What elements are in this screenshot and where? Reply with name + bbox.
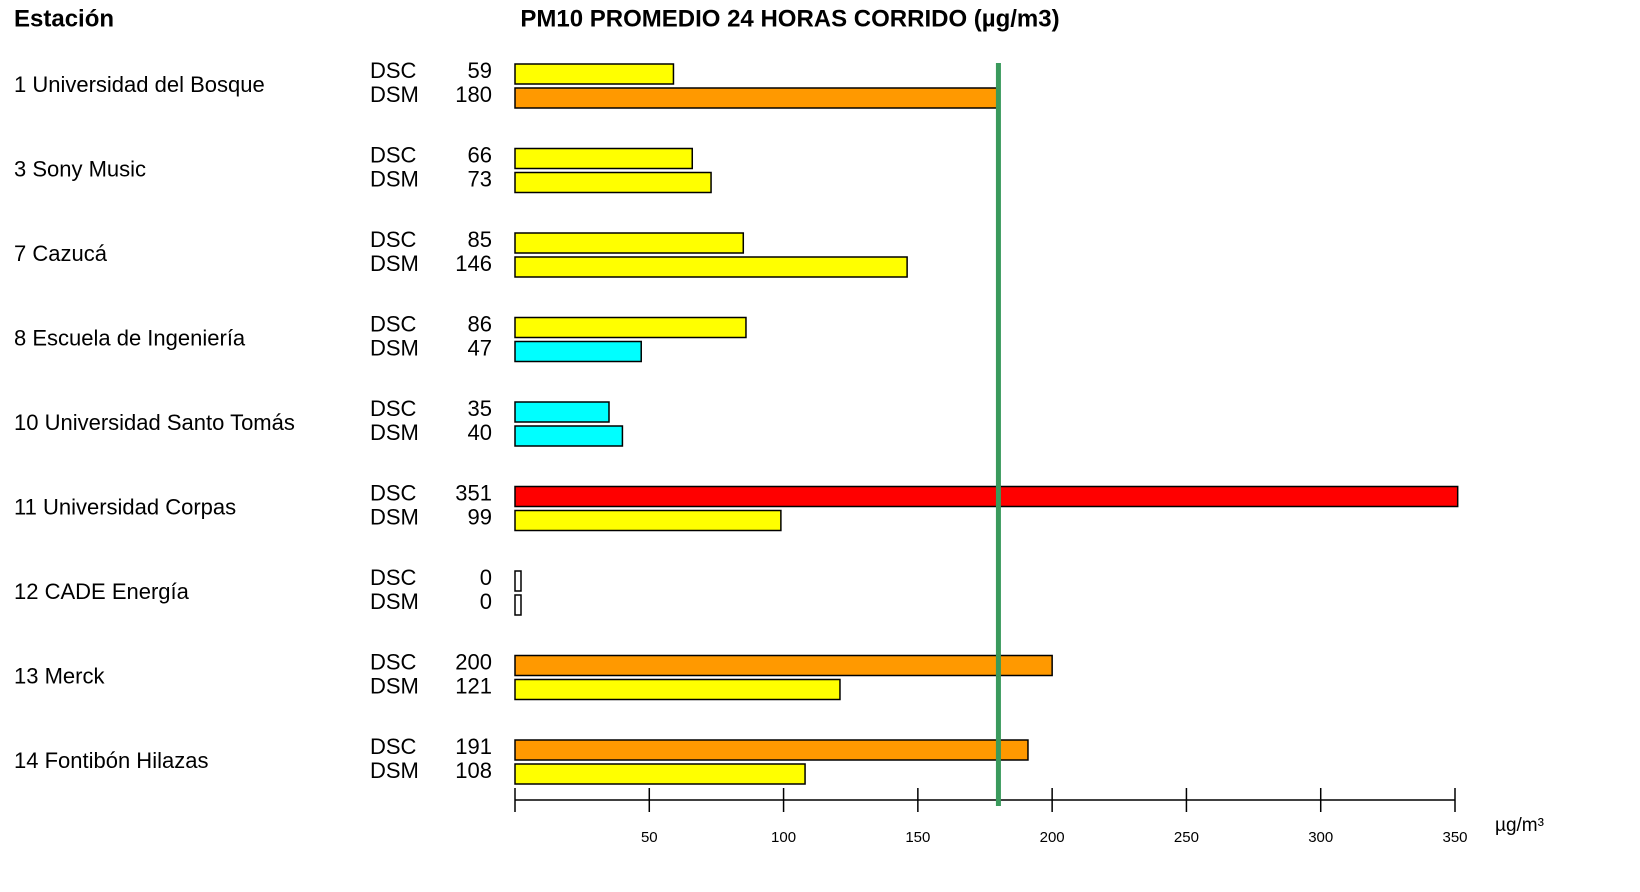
value-label: 40 (468, 420, 492, 445)
bar (514, 316, 747, 339)
series-label: DSC (370, 396, 417, 421)
bar (514, 401, 610, 423)
series-label: DSM (370, 166, 419, 191)
series-label: DSC (370, 311, 417, 336)
value-label: 59 (468, 58, 492, 83)
value-label: 85 (468, 227, 492, 252)
bar (514, 739, 1029, 761)
station-label: 3 Sony Music (14, 156, 146, 181)
bar (514, 678, 841, 701)
series-label: DSC (370, 142, 417, 167)
value-label: 351 (455, 480, 492, 505)
bar (514, 570, 522, 592)
bar (514, 256, 908, 278)
bar (514, 87, 1000, 109)
bar (514, 340, 642, 363)
header: Estación (14, 5, 114, 32)
x-tick-label: 200 (1040, 829, 1065, 846)
value-label: 180 (455, 82, 492, 107)
bar (514, 509, 782, 532)
x-unit: µg/m³ (1495, 815, 1544, 836)
value-label: 108 (455, 758, 492, 783)
x-tick-label: 100 (771, 829, 796, 846)
bar (514, 63, 675, 85)
bar (514, 171, 712, 194)
value-label: 35 (468, 396, 492, 421)
station-label: 10 Universidad Santo Tomás (14, 410, 295, 435)
value-label: 0 (480, 589, 492, 614)
series-label: DSM (370, 82, 419, 107)
value-label: 0 (480, 565, 492, 590)
bar (514, 232, 745, 254)
series-label: DSC (370, 480, 417, 505)
value-label: 47 (468, 335, 492, 360)
series-label: DSC (370, 227, 417, 252)
station-label: 7 Cazucá (14, 241, 108, 266)
value-label: 73 (468, 166, 492, 191)
station-label: 14 Fontibón Hilazas (14, 748, 208, 773)
bar (514, 594, 522, 616)
series-label: DSC (370, 565, 417, 590)
value-label: 200 (455, 649, 492, 674)
station-label: 8 Escuela de Ingeniería (14, 325, 246, 350)
series-label: DSC (370, 58, 417, 83)
station-label: 1 Universidad del Bosque (14, 72, 265, 97)
series-label: DSM (370, 335, 419, 360)
bar (514, 147, 694, 170)
x-tick-label: 350 (1442, 829, 1467, 846)
x-tick-label: 300 (1308, 829, 1333, 846)
bar (514, 763, 806, 785)
series-label: DSM (370, 504, 419, 529)
series-label: DSM (370, 589, 419, 614)
series-label: DSC (370, 649, 417, 674)
bar (514, 485, 1459, 508)
series-label: DSC (370, 734, 417, 759)
value-label: 99 (468, 504, 492, 529)
station-label: 12 CADE Energía (14, 579, 190, 604)
value-label: 66 (468, 142, 492, 167)
x-tick-label: 150 (905, 829, 930, 846)
chart-title: PM10 PROMEDIO 24 HORAS CORRIDO (µg/m3) (520, 5, 1059, 32)
x-tick-label: 250 (1174, 829, 1199, 846)
value-label: 121 (455, 673, 492, 698)
series-label: DSM (370, 420, 419, 445)
series-label: DSM (370, 251, 419, 276)
value-label: 86 (468, 311, 492, 336)
value-label: 191 (455, 734, 492, 759)
bar (514, 425, 624, 447)
series-label: DSM (370, 758, 419, 783)
station-label: 13 Merck (14, 663, 105, 688)
station-label: 11 Universidad Corpas (14, 494, 236, 519)
bar (514, 654, 1053, 677)
series-label: DSM (370, 673, 419, 698)
x-tick-label: 50 (641, 829, 658, 846)
value-label: 146 (455, 251, 492, 276)
